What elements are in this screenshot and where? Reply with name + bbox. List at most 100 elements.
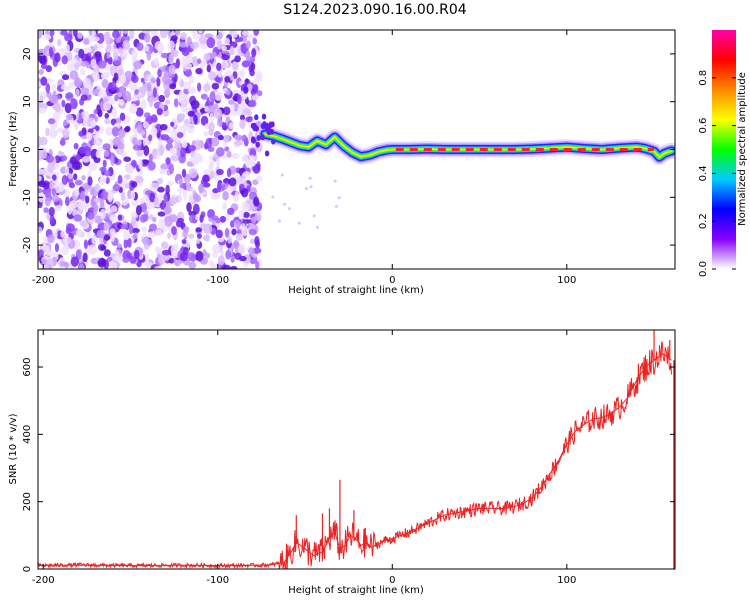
- spectrogram-noise-speck: [70, 256, 79, 267]
- spectrogram-noise-speck: [154, 41, 164, 51]
- spectrogram-noise-speck: [112, 30, 120, 39]
- spectrogram-noise-speck: [48, 206, 55, 217]
- spectrogram-noise-speck: [334, 204, 338, 208]
- spectrogram-noise-speck: [75, 228, 84, 238]
- spectrogram-noise-speck: [47, 162, 55, 173]
- spectrogram-noise-speck: [177, 217, 185, 224]
- spectrogram-noise-speck: [38, 175, 42, 182]
- spectrogram-noise-speck: [124, 125, 131, 132]
- spectrogram-noise-speck: [104, 118, 111, 125]
- spectrogram-noise-speck: [123, 156, 131, 162]
- spectrogram-noise-speck: [79, 68, 86, 76]
- spectrogram-noise-speck: [65, 114, 73, 120]
- spectrogram-noise-speck: [181, 239, 187, 245]
- spectrogram-noise-speck: [142, 159, 150, 165]
- spectrogram-noise-speck: [187, 110, 195, 117]
- spectrogram-noise-speck: [63, 188, 70, 199]
- spectrogram-noise-speck: [83, 239, 88, 250]
- spectrogram-trace-blob: [261, 113, 267, 120]
- spectrogram-noise-speck: [93, 206, 98, 216]
- spectrogram-noise-speck: [240, 187, 249, 198]
- spectrogram-noise-speck: [232, 195, 238, 202]
- snr-xtick-label: 0: [389, 575, 395, 586]
- spectrogram-noise-speck: [251, 216, 256, 224]
- spectrogram-noise-speck: [170, 35, 178, 41]
- spectrogram-noise-speck: [223, 37, 230, 45]
- spectrogram-noise-speck: [93, 44, 98, 51]
- spectrogram-noise-speck: [239, 119, 246, 129]
- spectrogram-noise-speck: [99, 175, 107, 184]
- spectrogram-noise-speck: [88, 161, 97, 172]
- spectrogram-noise-speck: [73, 77, 83, 88]
- spectrogram-noise-speck: [220, 250, 225, 257]
- spectrogram-noise-speck: [216, 31, 223, 40]
- spectrogram-noise-speck: [173, 98, 179, 108]
- spectrogram-noise-speck: [200, 93, 208, 100]
- spectrogram-noise-speck: [230, 220, 235, 228]
- spectrogram-noise-speck: [168, 214, 178, 223]
- spectrogram-noise-speck: [192, 192, 199, 202]
- spectrogram-noise-speck: [228, 99, 235, 105]
- spectrogram-noise-speck: [204, 234, 210, 242]
- spectrogram-noise-speck: [217, 117, 223, 128]
- spectrogram-noise-speck: [228, 177, 237, 187]
- spectrogram-noise-speck: [152, 148, 158, 157]
- spectrogram-noise-speck: [242, 35, 248, 43]
- spectrogram-noise-speck: [182, 123, 188, 131]
- spectrogram-noise-speck: [64, 102, 72, 114]
- spectrogram-noise-speck: [225, 249, 232, 260]
- spectrogram-y-axis: -20 -10 0 10 20: [22, 48, 675, 253]
- spectrogram-noise-speck: [68, 182, 76, 189]
- spectrogram-noise-speck: [131, 159, 137, 168]
- spectrogram-noise-speck: [165, 157, 171, 165]
- spectrogram-noise-speck: [146, 49, 152, 61]
- spectrogram-noise-speck: [114, 94, 119, 102]
- spectrogram-noise-speck: [45, 155, 55, 163]
- spectrogram-noise-speck: [42, 34, 52, 41]
- spectrogram-noise-speck: [49, 214, 55, 225]
- spectrogram-noise-speck: [217, 135, 224, 141]
- spectrogram-noise-speck: [81, 53, 90, 63]
- spectrogram-noise-speck: [168, 257, 175, 264]
- spectrogram-noise-speck: [105, 177, 110, 185]
- spectrogram-noise-speck: [87, 128, 94, 134]
- spectrogram-noise-speck: [117, 174, 123, 184]
- spectrogram-noise-speck: [60, 84, 68, 90]
- spectrogram-noise-speck: [46, 258, 54, 269]
- spectrogram-xtick-label: 0: [389, 275, 395, 286]
- spectrogram-noise-speck: [278, 219, 281, 223]
- spectrogram-noise-speck: [211, 82, 220, 90]
- spectrogram-trace-blob: [254, 114, 259, 121]
- spectrogram-noise-speck: [156, 76, 161, 87]
- spectrogram-noise-speck: [131, 74, 139, 84]
- spectrogram-noise-speck: [308, 176, 312, 180]
- spectrogram-noise-speck: [184, 69, 193, 78]
- spectrogram-noise-speck: [165, 184, 170, 195]
- spectrogram-noise-speck: [188, 262, 197, 269]
- spectrogram-noise-speck: [103, 222, 110, 231]
- spectrogram-noise-speck: [74, 121, 79, 131]
- spectrogram-noise-speck: [186, 123, 195, 134]
- spectrogram-noise-speck: [152, 182, 159, 188]
- spectrogram-noise-speck: [72, 30, 78, 37]
- spectrogram-noise-speck: [146, 239, 153, 246]
- spectrogram-noise-speck: [105, 43, 114, 53]
- spectrogram-noise-speck: [165, 202, 170, 213]
- spectrogram-noise-speck: [74, 62, 80, 71]
- spectrogram-noise-speck: [238, 69, 246, 77]
- spectrogram-noise-speck: [117, 128, 126, 139]
- spectrogram-noise-speck: [39, 136, 48, 146]
- spectrogram-trace-blob: [255, 141, 260, 148]
- spectrogram-noise-speck: [158, 145, 165, 156]
- spectrogram-noise-speck: [240, 114, 245, 121]
- spectrogram-noise-speck: [196, 238, 201, 244]
- spectrogram-y-label: Frequency (Hz): [8, 111, 19, 187]
- spectrogram-noise-speck: [182, 81, 191, 90]
- spectrogram-noise-speck: [47, 234, 55, 244]
- spectrogram-noise-speck: [138, 158, 143, 170]
- spectrogram-noise-speck: [237, 94, 242, 105]
- spectrogram-noise-speck: [202, 174, 210, 183]
- spectrogram-noise-speck: [115, 250, 120, 261]
- spectrogram-noise-speck: [169, 147, 178, 155]
- spectrogram-noise-speck: [62, 128, 70, 139]
